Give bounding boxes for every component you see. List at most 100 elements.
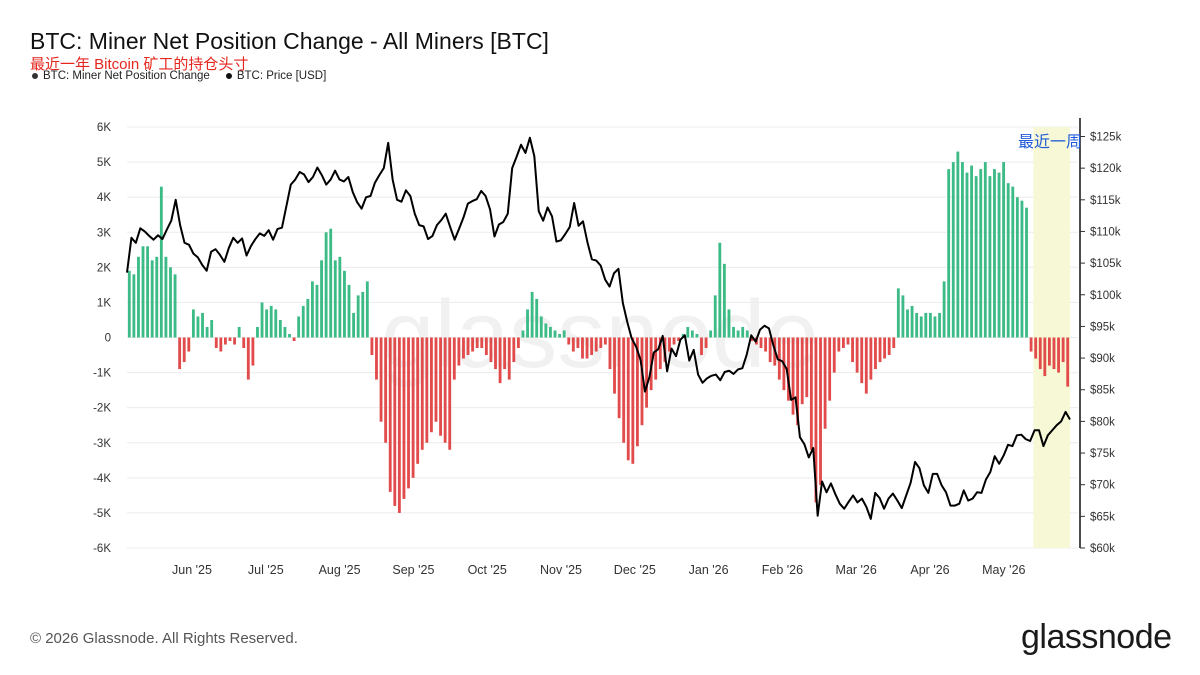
- bar: [814, 337, 818, 503]
- bar: [434, 337, 438, 422]
- bar: [585, 337, 589, 359]
- bar: [896, 288, 900, 338]
- bar: [993, 169, 996, 338]
- y-left-tick-labels: -6K -5K -4K -3K -2K -1K 0 1K 2K 3K 4K 5K 6K: [93, 122, 111, 555]
- bar: [635, 337, 639, 447]
- bar: [727, 309, 731, 338]
- bar: [1052, 337, 1056, 370]
- bar: [265, 309, 269, 338]
- bar: [846, 337, 850, 345]
- bar: [562, 330, 566, 338]
- bar: [503, 337, 507, 370]
- y-left-tick-label: 2K: [97, 262, 111, 274]
- bar: [777, 337, 781, 380]
- y-right-tick-label: $95k: [1090, 321, 1115, 333]
- bar: [164, 256, 168, 338]
- bar: [645, 337, 648, 408]
- bar: [603, 337, 607, 345]
- bar: [137, 256, 140, 338]
- x-tick-label: Aug '25: [319, 563, 361, 577]
- bar: [182, 337, 186, 363]
- bar: [397, 337, 401, 513]
- bar: [970, 165, 973, 338]
- bar: [800, 337, 804, 405]
- bar: [855, 337, 859, 373]
- bar: [448, 337, 452, 450]
- y-right-tick-label: $120k: [1090, 163, 1122, 175]
- bar: [869, 337, 873, 380]
- bar: [361, 291, 365, 338]
- bar: [704, 337, 708, 349]
- bar: [535, 298, 539, 338]
- bar: [901, 295, 905, 338]
- bar: [452, 337, 456, 380]
- bar: [1006, 183, 1010, 338]
- bar: [590, 337, 594, 356]
- bar: [288, 333, 291, 338]
- bar: [237, 326, 241, 338]
- bar: [388, 337, 392, 492]
- y-right-tick-label: $90k: [1090, 353, 1115, 365]
- bar: [196, 316, 200, 338]
- bar: [759, 337, 763, 349]
- bar: [974, 176, 978, 338]
- bar: [494, 337, 497, 370]
- bar: [292, 337, 296, 342]
- bar: [828, 337, 832, 401]
- bar: [654, 337, 658, 380]
- bar: [860, 337, 864, 384]
- y-right-tick-label: $85k: [1090, 385, 1115, 397]
- x-tick-label: Jun '25: [172, 563, 212, 577]
- bar: [1029, 337, 1033, 352]
- bar: [631, 337, 635, 464]
- bar: [480, 337, 484, 349]
- bar: [484, 337, 488, 356]
- legend-dot-icon: [225, 73, 232, 79]
- bar: [210, 319, 214, 338]
- glassnode-logo[interactable]: glassnode: [1021, 618, 1172, 656]
- bar: [471, 337, 475, 352]
- legend-item-miner-net-position[interactable]: BTC: Miner Net Position Change: [32, 70, 210, 82]
- y-right-tick-label: $110k: [1090, 226, 1121, 238]
- bar: [938, 312, 941, 338]
- price-line: [126, 136, 1071, 520]
- bar: [956, 151, 960, 338]
- bar: [915, 312, 919, 338]
- bar: [677, 337, 681, 342]
- bar: [1047, 337, 1051, 366]
- bar: [150, 260, 154, 338]
- bar: [393, 337, 397, 506]
- bar: [310, 281, 314, 338]
- bar: [530, 291, 534, 338]
- bar: [928, 312, 932, 338]
- bar: [356, 295, 360, 338]
- legend-item-price[interactable]: BTC: Price [USD]: [225, 70, 326, 82]
- bar: [347, 284, 351, 338]
- bar: [571, 337, 575, 352]
- bar: [887, 337, 891, 356]
- bar: [251, 337, 255, 366]
- bar: [379, 337, 383, 422]
- bar: [430, 337, 433, 433]
- bar: [420, 337, 424, 450]
- bar: [745, 330, 749, 338]
- bar: [805, 337, 809, 398]
- bar: [191, 309, 195, 338]
- x-tick-label: Apr '26: [910, 563, 949, 577]
- bar: [475, 337, 479, 349]
- bar: [864, 337, 868, 394]
- bar: [988, 176, 992, 338]
- legend-dot-icon: [32, 73, 38, 79]
- bar: [942, 281, 946, 338]
- recent-week-annotation: 最近一周: [1018, 134, 1083, 151]
- bar: [668, 337, 671, 352]
- bar: [1057, 337, 1060, 373]
- y-right-tick-label: $65k: [1090, 511, 1115, 523]
- bar: [228, 337, 232, 342]
- y-right-tick-label: $100k: [1090, 290, 1122, 302]
- bar: [979, 169, 983, 338]
- bar: [343, 270, 346, 338]
- chart-legend: BTC: Miner Net Position Change BTC: Pric…: [32, 70, 326, 82]
- bar: [686, 326, 690, 338]
- bar: [878, 337, 882, 363]
